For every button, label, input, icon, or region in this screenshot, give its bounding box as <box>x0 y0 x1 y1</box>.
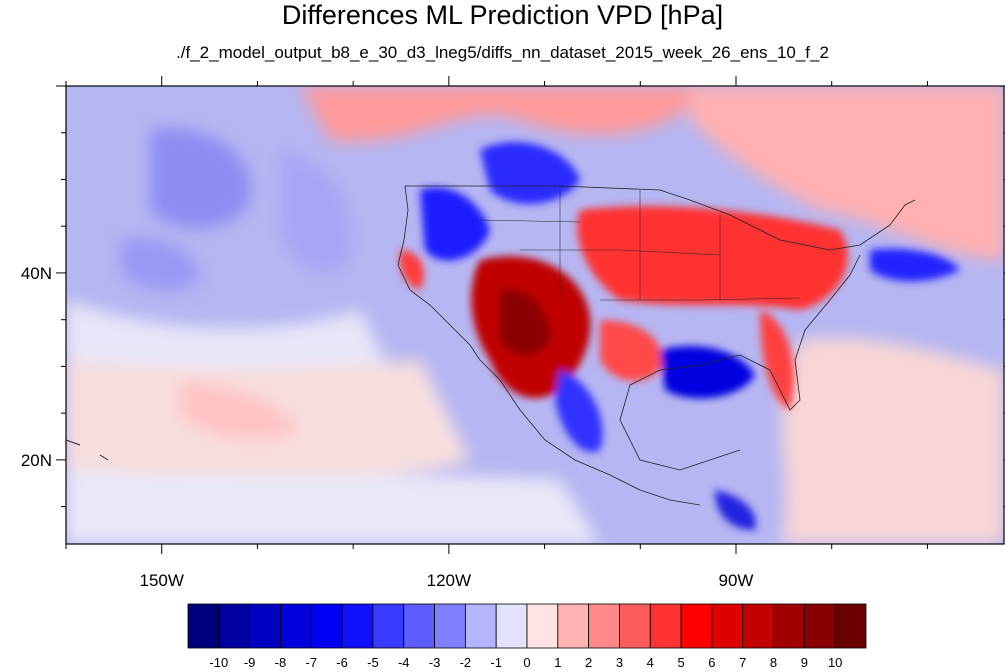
colorbar-label: 10 <box>828 655 842 670</box>
gulf-atlantic-coast <box>619 254 861 471</box>
colorbar-label: -5 <box>367 655 379 670</box>
coastlines <box>66 185 916 506</box>
colorbar: -10 -9 -8 -7 -6 -5 -4 -3 -2 -1 0 1 2 3 4 5 6 7 8 9 10 <box>187 603 867 670</box>
colorbar-swatch <box>803 603 836 649</box>
colorbar-label: -9 <box>244 655 256 670</box>
lat-label-40n: 40N <box>21 264 52 283</box>
colorbar-label: 2 <box>585 655 592 670</box>
field-mexico-blue <box>555 370 603 452</box>
colorbar-label: 4 <box>647 655 654 670</box>
colorbar-label: -1 <box>490 655 502 670</box>
colorbar-swatch <box>495 603 528 649</box>
field-tropics-south <box>66 470 600 544</box>
colorbar-label: -7 <box>305 655 317 670</box>
colorbar-swatch <box>372 603 405 649</box>
colorbar-swatch <box>434 603 466 649</box>
colorbar-swatch <box>310 603 343 649</box>
colorbar-swatch <box>649 603 682 649</box>
lon-label-120w: 120W <box>427 571 471 590</box>
colorbar-swatch <box>557 603 590 649</box>
colorbar-swatch <box>187 603 220 649</box>
colorbar-label: 9 <box>801 655 808 670</box>
lon-label-150w: 150W <box>140 571 184 590</box>
field-northwest-blue <box>420 187 490 261</box>
field-central-america-blue <box>715 490 756 530</box>
field-northern-rockies-blue <box>480 141 580 204</box>
field-california-coast-red <box>399 250 424 290</box>
colorbar-swatch <box>464 603 497 649</box>
lat-label-20n: 20N <box>21 451 52 470</box>
map-ticks <box>56 76 1005 554</box>
field-north-pacific-red <box>300 86 700 142</box>
colorbar-label: 7 <box>739 655 746 670</box>
field-pacific-blue-patch-2 <box>120 237 200 291</box>
colorbar-swatch <box>341 603 374 649</box>
field-central-us-red <box>577 206 848 310</box>
colorbar-swatch <box>619 603 651 649</box>
map-field <box>66 86 1004 544</box>
pacific-coast <box>397 185 701 506</box>
colorbar-label: -2 <box>460 655 472 670</box>
colorbar-swatch <box>773 603 805 649</box>
chart-subtitle: ./f_2_model_output_b8_e_30_d3_lneg5/diff… <box>176 43 829 62</box>
colorbar-label: -3 <box>429 655 441 670</box>
hawaii <box>66 439 109 461</box>
colorbar-label: 1 <box>554 655 561 670</box>
colorbar-swatch <box>280 603 312 649</box>
field-atlantic-pink <box>780 337 1004 544</box>
colorbar-swatch <box>834 603 867 649</box>
chart-title: Differences ML Prediction VPD [hPa] <box>281 0 724 30</box>
field-canada-red <box>690 86 1004 260</box>
colorbar-label: 6 <box>708 655 715 670</box>
field-pacific-blue-patch-3 <box>280 150 352 275</box>
colorbar-swatch <box>711 603 744 649</box>
colorbar-swatch <box>249 603 281 649</box>
colorbar-swatch <box>588 603 620 649</box>
field-florida-red <box>760 310 794 410</box>
field-pacific-pink-patch <box>180 380 300 441</box>
colorbar-label: -8 <box>275 655 287 670</box>
colorbar-label: -4 <box>398 655 410 670</box>
field-gulf-blue <box>660 346 755 399</box>
colorbar-label: -10 <box>209 655 228 670</box>
colorbar-swatch <box>742 603 774 649</box>
colorbar-swatch <box>403 603 435 649</box>
state-borders <box>479 186 801 301</box>
colorbar-label: 3 <box>616 655 623 670</box>
colorbar-label: -6 <box>336 655 348 670</box>
colorbar-swatch <box>526 603 559 649</box>
field-southwest-core <box>500 289 550 355</box>
colorbar-label: 5 <box>677 655 684 670</box>
field-northeast-atlantic-blue <box>870 248 960 282</box>
colorbar-label: 0 <box>523 655 530 670</box>
field-pacific-blue-patch <box>150 128 252 229</box>
colorbar-swatch <box>218 603 251 649</box>
colorbar-label: 8 <box>770 655 777 670</box>
field-texas-red <box>600 320 662 381</box>
colorbar-swatch <box>680 603 713 649</box>
lon-label-90w: 90W <box>719 571 754 590</box>
map-frame <box>65 85 1005 545</box>
northern-border <box>405 185 916 251</box>
